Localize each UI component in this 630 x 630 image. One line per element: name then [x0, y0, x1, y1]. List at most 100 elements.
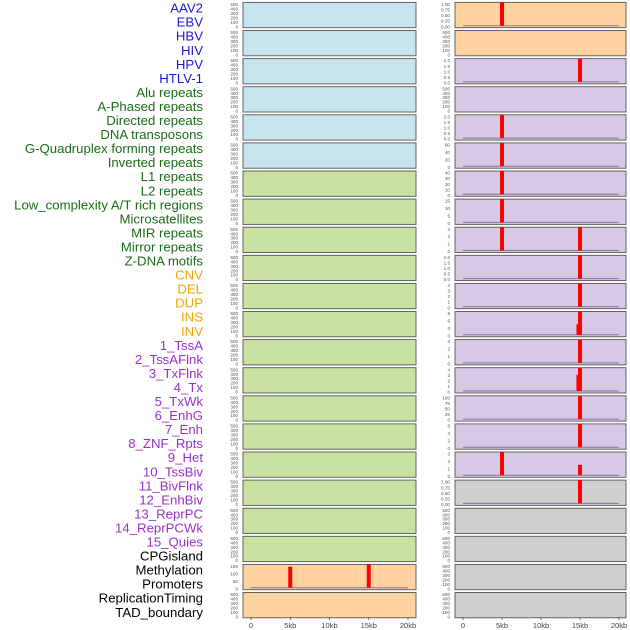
signal-peak	[578, 464, 582, 476]
y-tick-label: 400	[442, 540, 450, 545]
y-tick-label: 1	[447, 300, 450, 305]
y-tick-label: 0.50	[441, 13, 450, 18]
y-tick-label: 0	[447, 109, 450, 114]
y-tick-label: 200	[230, 605, 238, 610]
x-tick-label: 15kb	[572, 621, 588, 630]
y-tick-label: 100	[230, 245, 238, 250]
signal-peak	[500, 227, 504, 251]
track-label: G-Quadruplex forming repeats	[25, 141, 204, 156]
y-tick-label: 2	[447, 234, 450, 239]
y-tick-label: 400	[230, 540, 238, 545]
x-tick-label: 10kb	[321, 621, 337, 630]
y-tick-label: 2	[447, 438, 450, 443]
track-label: 8_ZNF_Rpts	[128, 436, 203, 451]
y-tick-label: 1.00	[441, 480, 450, 485]
y-tick-label: 2.0	[444, 114, 451, 119]
track-label: A-Phased repeats	[97, 99, 203, 114]
y-tick-label: 300	[230, 39, 238, 44]
y-tick-label: 0	[447, 474, 450, 479]
track-label: 15_Quies	[147, 535, 204, 550]
y-tick-label: 150	[230, 564, 238, 569]
y-tick-label: 100	[442, 48, 450, 53]
track-label: 4_Tx	[174, 380, 204, 395]
panel-background	[454, 367, 627, 394]
y-tick-label: 4	[447, 431, 450, 436]
y-tick-label: 0	[447, 362, 450, 367]
y-tick-label: 200	[230, 43, 238, 48]
y-tick-label: 400	[230, 512, 238, 517]
y-tick-label: 4	[447, 283, 450, 288]
panel-background	[454, 142, 627, 169]
y-tick-label: 0.75	[441, 8, 450, 13]
y-tick-label: 400	[230, 456, 238, 461]
y-tick-label: 0	[447, 586, 450, 591]
panel-background	[454, 198, 627, 225]
track-label: 12_EnhBiv	[139, 492, 203, 507]
y-tick-label: 0	[235, 390, 238, 395]
y-tick-label: 2.0	[444, 255, 451, 260]
panel-background	[242, 535, 417, 563]
y-tick-label: 15	[445, 199, 451, 204]
y-tick-label: 20	[445, 157, 451, 162]
panel-background	[454, 254, 627, 282]
panel-background	[454, 592, 627, 619]
y-tick-label: 30	[445, 176, 451, 181]
track-label: AAV2	[170, 1, 203, 16]
y-tick-label: 1.0	[444, 126, 451, 131]
panel-background	[242, 282, 417, 310]
y-tick-label: 3	[447, 326, 450, 331]
y-tick-label: 300	[442, 517, 450, 522]
y-tick-label: 0	[235, 305, 238, 310]
panel-background	[454, 114, 627, 141]
track-label: 6_EnhG	[155, 408, 203, 423]
y-tick-label: 100	[230, 329, 238, 334]
y-tick-label: 100	[230, 20, 238, 25]
y-tick-label: 200	[230, 549, 238, 554]
right-panel-column: 1.000.750.500.250.0050040030020010002.01…	[441, 1, 627, 619]
panel-background	[242, 226, 417, 253]
track-label: L2 repeats	[141, 183, 204, 198]
y-tick-label: 100	[230, 413, 238, 418]
right-track-panel: 9 6 3 0	[447, 311, 627, 338]
panel-background	[242, 563, 417, 591]
y-tick-label: 200	[230, 493, 238, 498]
y-tick-label: 400	[230, 175, 238, 180]
panel-background	[242, 592, 417, 619]
x-tick-label: 0	[461, 621, 465, 630]
y-tick-label: 200	[230, 184, 238, 189]
y-tick-label: 500	[230, 114, 238, 119]
y-tick-label: 0	[235, 137, 238, 142]
y-tick-label: 1.5	[444, 260, 451, 265]
right-track-panel: 60 40 20 0	[445, 142, 627, 170]
track-label: Promoters	[142, 577, 203, 592]
y-tick-label: 300	[230, 292, 238, 297]
y-tick-label: 300	[442, 39, 450, 44]
y-tick-label: 3	[447, 289, 450, 294]
track-label: 9_Het	[168, 450, 204, 465]
y-tick-label: 0	[447, 614, 450, 619]
y-tick-label: 500	[230, 171, 238, 176]
right-track-panel: 2.01.51.00.50.0	[444, 58, 627, 86]
panel-background	[454, 282, 627, 310]
y-tick-label: 500	[230, 199, 238, 204]
y-tick-label: 500	[230, 283, 238, 288]
panel-background	[454, 563, 627, 591]
y-tick-label: 0.5	[444, 272, 451, 277]
panel-background	[454, 339, 627, 366]
y-tick-label: 200	[230, 240, 238, 245]
y-tick-label: 0	[235, 446, 238, 451]
y-tick-label: 400	[230, 231, 238, 236]
panel-background	[454, 395, 627, 422]
y-tick-label: 25	[445, 412, 451, 417]
y-tick-label: 500	[230, 86, 238, 91]
x-tick-label: 5kb	[496, 621, 508, 630]
track-label: L1 repeats	[141, 169, 204, 184]
